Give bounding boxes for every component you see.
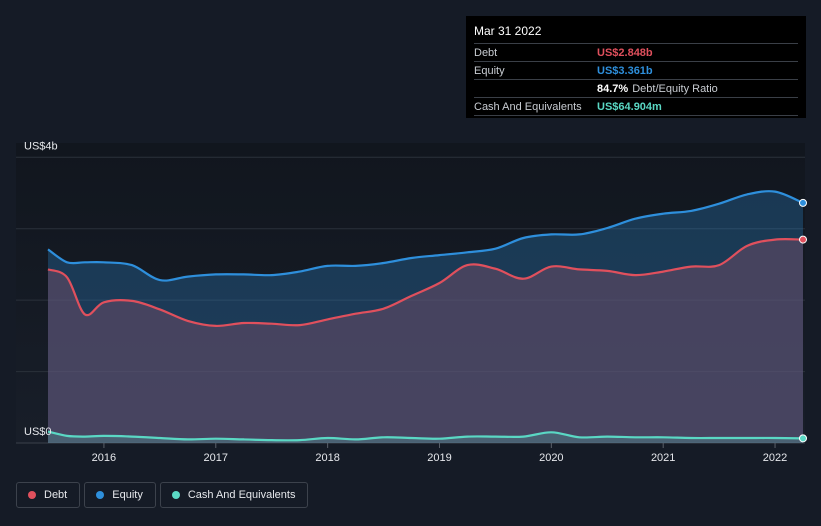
tooltip-date: Mar 31 2022 [474, 24, 798, 38]
tooltip-debt-value: US$2.848b [597, 47, 653, 59]
tooltip-debt-label: Debt [474, 47, 597, 59]
debt-endpoint [800, 236, 807, 243]
legend-item-cash[interactable]: Cash And Equivalents [160, 482, 309, 508]
legend-equity-dot [96, 491, 104, 499]
legend-debt-dot [28, 491, 36, 499]
x-axis: 2016 2017 2018 2019 2020 2021 2022 [92, 443, 788, 464]
tooltip-ratio-label: Debt/Equity Ratio [632, 83, 718, 95]
tooltip-equity-label: Equity [474, 65, 597, 77]
legend-equity-label: Equity [112, 489, 143, 501]
equity-endpoint [800, 199, 807, 206]
tooltip-cash-label: Cash And Equivalents [474, 101, 597, 113]
x-tick-label: 2016 [92, 452, 116, 464]
legend-item-equity[interactable]: Equity [84, 482, 156, 508]
tooltip-row-cash: Cash And Equivalents US$64.904m [474, 97, 798, 116]
legend-cash-label: Cash And Equivalents [188, 489, 296, 501]
chart-legend: Debt Equity Cash And Equivalents [16, 482, 312, 508]
y-tick-label: US$4b [24, 140, 58, 152]
tooltip-cash-value: US$64.904m [597, 101, 662, 113]
x-tick-label: 2019 [427, 452, 451, 464]
legend-debt-label: Debt [44, 489, 67, 501]
x-tick-label: 2018 [315, 452, 339, 464]
x-tick-label: 2022 [763, 452, 787, 464]
tooltip-equity-value: US$3.361b [597, 65, 653, 77]
x-tick-label: 2021 [651, 452, 675, 464]
tooltip-row-ratio: 84.7% Debt/Equity Ratio [474, 79, 798, 97]
tooltip-row-equity: Equity US$3.361b [474, 61, 798, 79]
x-tick-label: 2017 [204, 452, 228, 464]
legend-item-debt[interactable]: Debt [16, 482, 80, 508]
cash-endpoint [800, 435, 807, 442]
x-tick-label: 2020 [539, 452, 563, 464]
y-tick-label: US$0 [24, 426, 52, 438]
legend-cash-dot [172, 491, 180, 499]
value-tooltip: Mar 31 2022 Debt US$2.848b Equity US$3.3… [466, 16, 806, 118]
tooltip-row-debt: Debt US$2.848b [474, 43, 798, 61]
tooltip-ratio-value: 84.7% [597, 83, 628, 95]
